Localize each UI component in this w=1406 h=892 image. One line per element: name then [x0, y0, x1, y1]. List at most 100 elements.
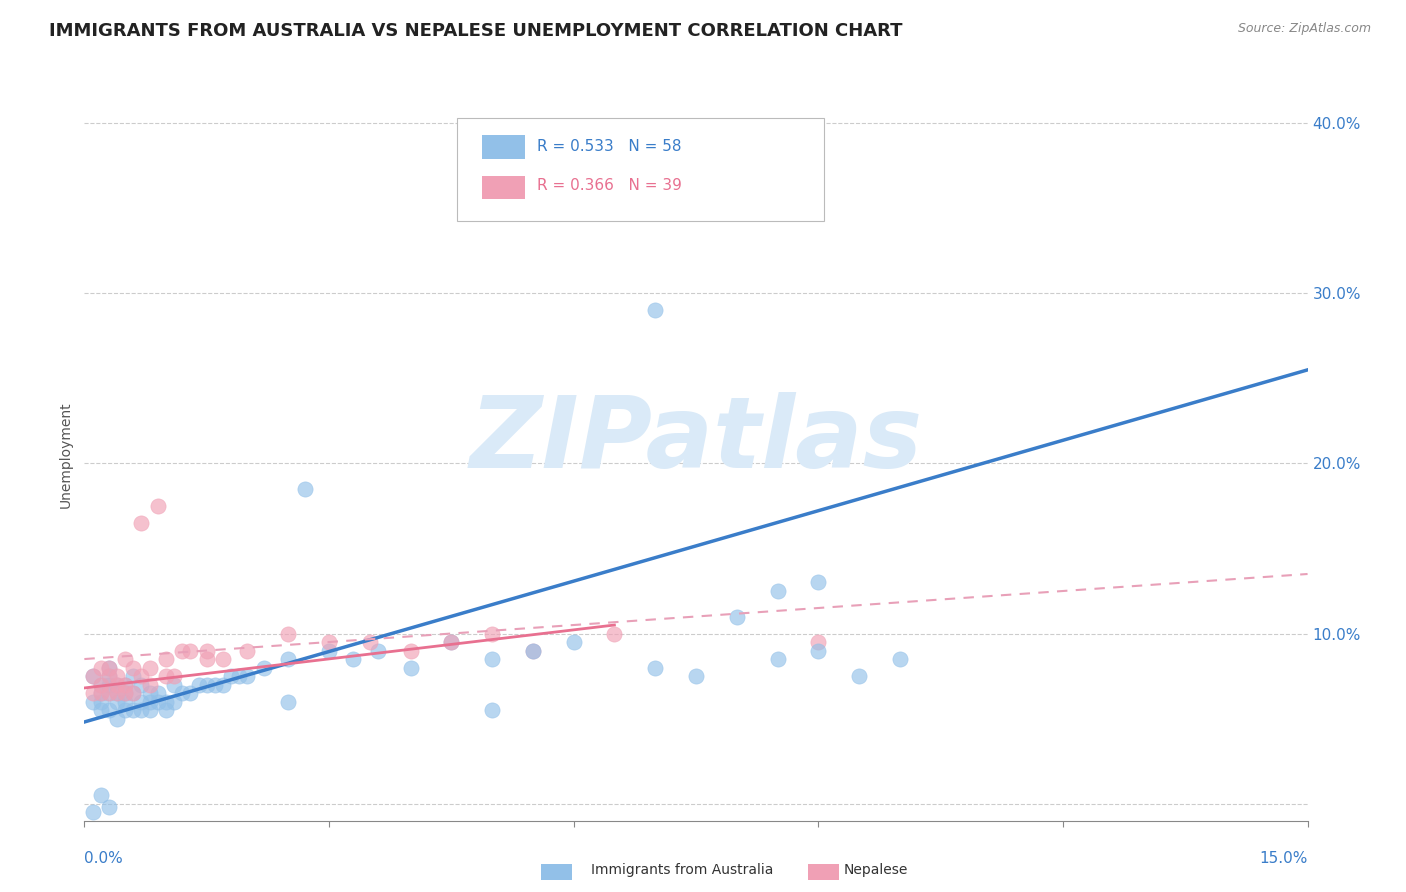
Point: [889, 652, 911, 666]
Point: [155, 695, 177, 709]
Point: [90, 686, 112, 700]
Point: [228, 669, 250, 683]
Point: [172, 643, 194, 657]
Text: ZIPatlas: ZIPatlas: [470, 392, 922, 489]
Point: [236, 643, 259, 657]
Text: 0.0%: 0.0%: [84, 851, 124, 866]
Point: [440, 635, 463, 649]
Point: [97, 660, 120, 674]
Text: IMMIGRANTS FROM AUSTRALIA VS NEPALESE UNEMPLOYMENT CORRELATION CHART: IMMIGRANTS FROM AUSTRALIA VS NEPALESE UN…: [49, 22, 903, 40]
Point: [122, 669, 145, 683]
Point: [122, 686, 145, 700]
Point: [131, 695, 153, 709]
Point: [114, 677, 136, 691]
Point: [114, 686, 136, 700]
Text: R = 0.533   N = 58: R = 0.533 N = 58: [537, 139, 682, 153]
Point: [82, 695, 104, 709]
Point: [97, 686, 120, 700]
Point: [294, 482, 316, 496]
Point: [105, 686, 128, 700]
Point: [367, 643, 389, 657]
Point: [131, 703, 153, 717]
Point: [195, 677, 218, 691]
Point: [114, 703, 136, 717]
Point: [90, 660, 112, 674]
Point: [253, 660, 276, 674]
Point: [725, 609, 748, 624]
Point: [481, 626, 503, 640]
Point: [90, 703, 112, 717]
Point: [155, 652, 177, 666]
Point: [114, 686, 136, 700]
Point: [131, 669, 153, 683]
Y-axis label: Unemployment: Unemployment: [59, 401, 73, 508]
Point: [807, 575, 830, 590]
Point: [685, 669, 707, 683]
Point: [277, 626, 299, 640]
Point: [212, 652, 235, 666]
Point: [122, 703, 145, 717]
Point: [644, 303, 666, 318]
Point: [82, 805, 104, 819]
Point: [105, 712, 128, 726]
Point: [219, 669, 242, 683]
Point: [195, 652, 218, 666]
Point: [562, 635, 585, 649]
Point: [97, 677, 120, 691]
Point: [603, 201, 626, 215]
Point: [82, 669, 104, 683]
Text: Source: ZipAtlas.com: Source: ZipAtlas.com: [1237, 22, 1371, 36]
Text: Immigrants from Australia: Immigrants from Australia: [591, 863, 773, 877]
Point: [138, 677, 160, 691]
Point: [440, 635, 463, 649]
Point: [105, 695, 128, 709]
Point: [105, 677, 128, 691]
Point: [172, 686, 194, 700]
Point: [114, 652, 136, 666]
Text: Nepalese: Nepalese: [844, 863, 908, 877]
Point: [807, 643, 830, 657]
Point: [318, 635, 340, 649]
Point: [179, 686, 201, 700]
Point: [138, 695, 160, 709]
Point: [359, 635, 381, 649]
Point: [195, 643, 218, 657]
Point: [644, 660, 666, 674]
Point: [522, 643, 544, 657]
Point: [766, 652, 789, 666]
Point: [179, 643, 201, 657]
Point: [522, 643, 544, 657]
Point: [97, 669, 120, 683]
Point: [97, 800, 120, 814]
FancyBboxPatch shape: [482, 176, 524, 199]
Point: [138, 686, 160, 700]
Point: [131, 516, 153, 530]
Point: [97, 660, 120, 674]
Point: [342, 652, 364, 666]
Point: [146, 686, 169, 700]
Point: [236, 669, 259, 683]
Point: [277, 695, 299, 709]
Point: [399, 660, 422, 674]
Point: [155, 703, 177, 717]
Point: [131, 677, 153, 691]
Point: [90, 677, 112, 691]
Point: [90, 677, 112, 691]
Point: [318, 643, 340, 657]
Point: [163, 695, 186, 709]
Point: [766, 584, 789, 599]
Point: [807, 635, 830, 649]
Point: [122, 660, 145, 674]
Point: [105, 669, 128, 683]
Point: [90, 695, 112, 709]
Point: [146, 695, 169, 709]
Point: [481, 703, 503, 717]
Point: [97, 703, 120, 717]
Point: [138, 703, 160, 717]
FancyBboxPatch shape: [457, 119, 824, 221]
Point: [212, 677, 235, 691]
Point: [114, 695, 136, 709]
Point: [82, 669, 104, 683]
Point: [848, 669, 870, 683]
Text: 15.0%: 15.0%: [1260, 851, 1308, 866]
